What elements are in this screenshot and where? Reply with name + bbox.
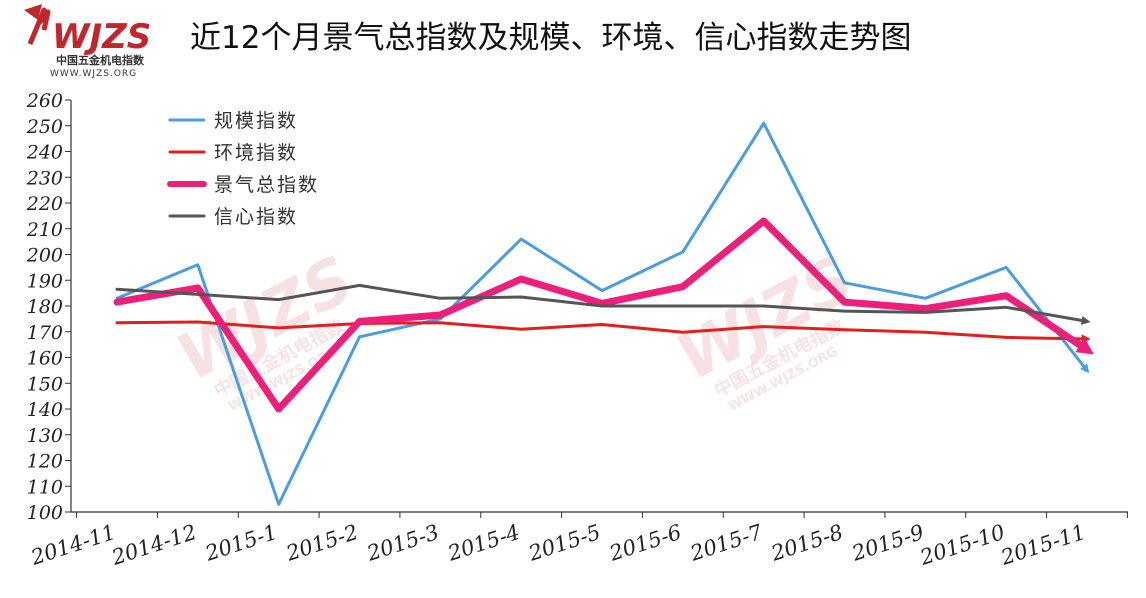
y-tick-label: 210 [26,219,63,241]
logo-arrow-icon [27,7,51,45]
y-tick-label: 220 [26,193,63,215]
logo-subtitle: 中国五金机电指数 [56,53,145,67]
logo-url: WWW.WJZS.ORG [50,69,137,79]
x-tick-label: 2015-8 [767,520,846,566]
logo-arrow-head-icon [24,4,42,20]
x-tick-label: 2014-12 [108,520,199,570]
y-tick-label: 110 [27,476,63,498]
x-tick-label: 2015-7 [687,520,766,566]
page-title: 近12个月景气总指数及规模、环境、信心指数走势图 [190,20,911,56]
y-tick-label: 260 [26,90,63,112]
x-tick-label: 2015-1 [202,520,281,566]
x-tick-label: 2015-5 [525,520,604,566]
legend-label-confidence: 信心指数 [214,206,298,228]
x-tick-label: 2015-6 [606,520,685,566]
x-tick-label: 2015-2 [282,520,361,566]
y-tick-label: 160 [27,348,63,370]
y-tick-label: 200 [26,245,63,267]
x-tick-label: 2015-10 [916,520,1007,570]
x-tick-label: 2015-9 [848,520,927,566]
series-line-scale [115,121,1090,506]
y-tick-label: 120 [27,451,63,473]
logo-wordmark: WJZS [52,17,151,57]
x-tick-label: 2015-4 [444,520,523,566]
y-tick-label: 100 [27,502,63,524]
legend-label-environment: 环境指数 [214,142,298,164]
legend-label-overall: 景气总指数 [214,174,319,196]
y-tick-label: 140 [27,399,63,421]
logo: WJZS 中国五金机电指数 WWW.WJZS.ORG [24,4,151,79]
y-ticks: 100 110 120 130 140 150 160 170 180 190 200 210 220 2… [26,90,71,524]
series-line-overall [113,217,1094,413]
legend-label-scale: 规模指数 [214,110,298,132]
x-tick-label: 2014-11 [27,520,118,570]
y-tick-label: 250 [26,116,63,138]
y-tick-label: 170 [27,322,63,344]
watermark-right: WJZS 中国五金机电指数 WWW.WJZS.ORG [666,243,866,415]
y-tick-label: 180 [27,296,63,318]
y-tick-label: 130 [27,425,63,447]
y-tick-label: 240 [26,142,63,164]
series-layer [113,121,1094,506]
series-line-environment [115,320,1091,344]
x-tick-label: 2015-11 [997,520,1088,570]
y-tick-label: 230 [26,167,63,189]
y-tick-label: 150 [27,373,63,395]
x-tick-label: 2015-3 [363,520,442,566]
y-tick-label: 190 [27,270,63,292]
